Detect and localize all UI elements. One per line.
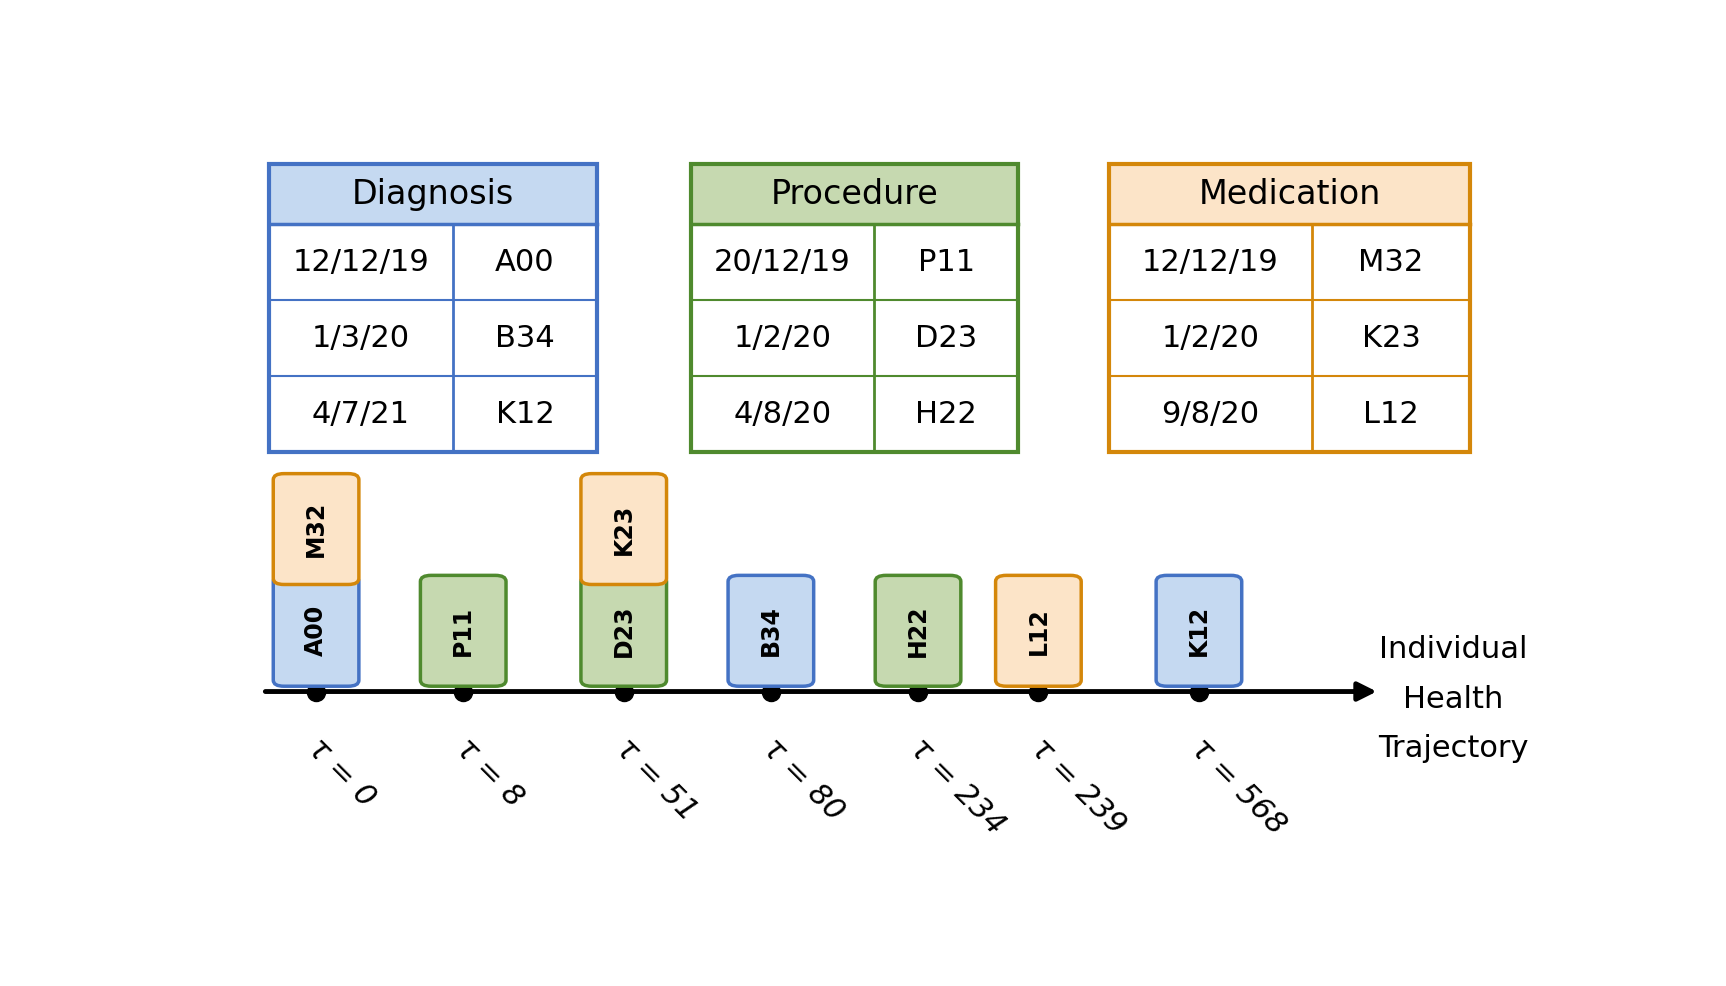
FancyBboxPatch shape xyxy=(273,576,359,686)
Text: D23: D23 xyxy=(915,324,977,353)
Text: Trajectory: Trajectory xyxy=(1377,734,1528,763)
Text: A00: A00 xyxy=(495,247,554,277)
Text: A00: A00 xyxy=(304,605,328,657)
FancyBboxPatch shape xyxy=(269,164,597,225)
FancyBboxPatch shape xyxy=(690,164,1018,453)
Text: 4/8/20: 4/8/20 xyxy=(734,400,832,429)
FancyBboxPatch shape xyxy=(582,576,666,686)
Text: Procedure: Procedure xyxy=(770,177,939,211)
Text: 1/2/20: 1/2/20 xyxy=(734,324,832,353)
FancyBboxPatch shape xyxy=(996,576,1080,686)
Text: K23: K23 xyxy=(1362,324,1420,353)
Text: B34: B34 xyxy=(759,605,784,657)
FancyBboxPatch shape xyxy=(273,473,359,585)
Text: H22: H22 xyxy=(906,604,930,657)
Text: L12: L12 xyxy=(1364,400,1419,429)
Text: 9/8/20: 9/8/20 xyxy=(1162,400,1260,429)
Text: M32: M32 xyxy=(304,501,328,557)
Text: B34: B34 xyxy=(495,324,554,353)
Text: Medication: Medication xyxy=(1198,177,1381,211)
Text: 4/7/21: 4/7/21 xyxy=(312,400,411,429)
Text: 12/12/19: 12/12/19 xyxy=(1143,247,1279,277)
Text: τ = 239: τ = 239 xyxy=(1025,734,1131,840)
FancyBboxPatch shape xyxy=(690,164,1018,225)
Text: K12: K12 xyxy=(495,400,554,429)
Text: 1/3/20: 1/3/20 xyxy=(312,324,411,353)
Text: 12/12/19: 12/12/19 xyxy=(293,247,430,277)
Text: Individual: Individual xyxy=(1379,635,1528,665)
Text: τ = 0: τ = 0 xyxy=(302,734,381,812)
FancyBboxPatch shape xyxy=(1110,164,1471,453)
Text: τ = 568: τ = 568 xyxy=(1186,734,1291,840)
FancyBboxPatch shape xyxy=(1110,164,1471,225)
FancyBboxPatch shape xyxy=(1156,576,1241,686)
FancyBboxPatch shape xyxy=(875,576,961,686)
Text: 20/12/19: 20/12/19 xyxy=(715,247,851,277)
Text: τ = 80: τ = 80 xyxy=(758,734,849,826)
Text: L12: L12 xyxy=(1027,607,1051,655)
FancyBboxPatch shape xyxy=(421,576,506,686)
Text: τ = 234: τ = 234 xyxy=(904,734,1011,840)
Text: P11: P11 xyxy=(918,247,975,277)
Text: M32: M32 xyxy=(1358,247,1424,277)
Text: K23: K23 xyxy=(611,504,635,555)
Text: H22: H22 xyxy=(915,400,977,429)
Text: K12: K12 xyxy=(1187,605,1212,657)
Text: 1/2/20: 1/2/20 xyxy=(1162,324,1260,353)
Text: D23: D23 xyxy=(611,604,635,657)
FancyBboxPatch shape xyxy=(728,576,813,686)
Text: τ = 8: τ = 8 xyxy=(449,734,528,812)
Text: Health: Health xyxy=(1403,684,1503,714)
Text: P11: P11 xyxy=(450,605,475,656)
FancyBboxPatch shape xyxy=(582,473,666,585)
FancyBboxPatch shape xyxy=(269,164,597,453)
Text: τ = 51: τ = 51 xyxy=(609,734,702,826)
Text: Diagnosis: Diagnosis xyxy=(352,177,514,211)
